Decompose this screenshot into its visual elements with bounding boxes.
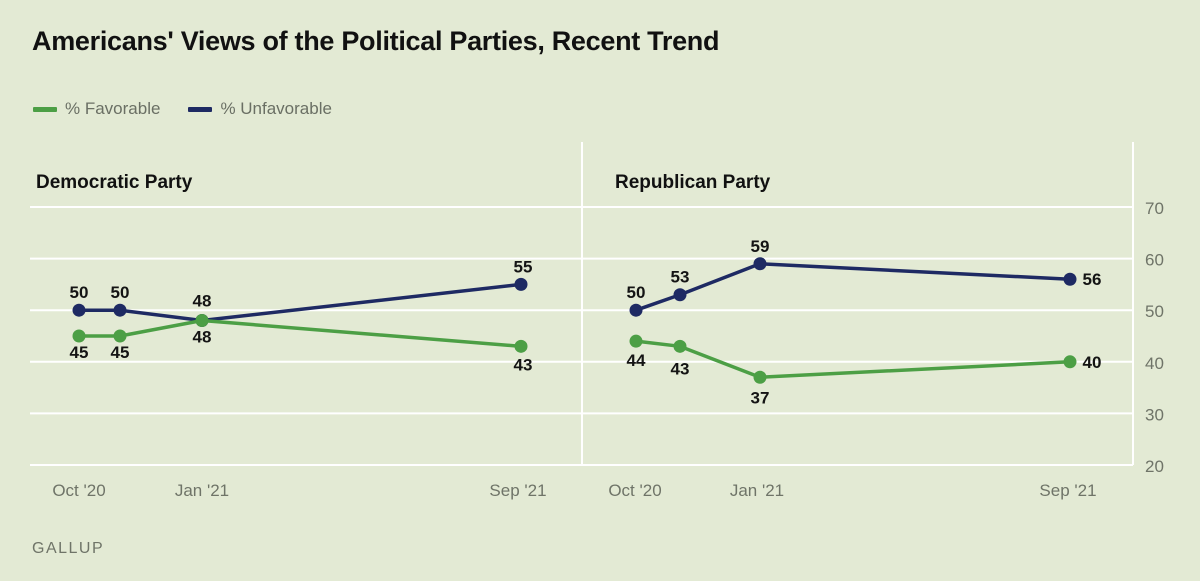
- data-label: 56: [1083, 270, 1102, 289]
- data-point: [72, 329, 86, 343]
- data-label: 48: [193, 328, 212, 347]
- y-tick-50: 50: [1145, 302, 1164, 321]
- series-line-unfavorable: [79, 282, 522, 323]
- data-point: [1063, 355, 1077, 369]
- legend-label-unfavorable: % Unfavorable: [220, 99, 332, 118]
- data-label: 45: [111, 343, 130, 362]
- data-point: [195, 314, 209, 328]
- data-label: 44: [627, 351, 646, 370]
- x-tick-label: Jan '21: [175, 481, 229, 500]
- y-tick-70: 70: [1145, 199, 1164, 218]
- data-label: 43: [671, 359, 690, 378]
- legend-swatch-unfavorable: [188, 106, 213, 112]
- data-point: [1063, 272, 1077, 286]
- data-point: [673, 339, 687, 353]
- data-point: [113, 303, 127, 317]
- data-label: 40: [1083, 353, 1102, 372]
- y-tick-30: 30: [1145, 405, 1164, 424]
- legend-swatch-favorable: [33, 106, 57, 112]
- data-label: 59: [751, 237, 770, 256]
- x-tick-label: Oct '20: [52, 481, 105, 500]
- panel-title-0: Democratic Party: [36, 172, 193, 193]
- series-line-favorable: [79, 318, 522, 349]
- data-point: [113, 329, 127, 343]
- data-point: [753, 257, 767, 271]
- data-label: 45: [70, 343, 89, 362]
- data-label: 48: [193, 292, 212, 311]
- data-point: [72, 303, 86, 317]
- x-tick-label: Jan '21: [730, 481, 784, 500]
- data-label: 55: [514, 257, 533, 276]
- series-line-favorable: [635, 339, 1071, 380]
- series-line-unfavorable: [635, 262, 1071, 312]
- source-label: GALLUP: [32, 540, 105, 557]
- data-point: [629, 303, 643, 317]
- data-label: 37: [751, 388, 770, 407]
- data-point: [753, 370, 767, 384]
- y-tick-20: 20: [1145, 457, 1164, 476]
- panel-title-1: Republican Party: [615, 172, 771, 193]
- data-point: [514, 277, 528, 291]
- x-tick-label: Sep '21: [489, 481, 546, 500]
- legend-item-favorable: % Favorable: [33, 99, 160, 119]
- data-point: [629, 334, 643, 348]
- data-label: 53: [671, 268, 690, 287]
- data-point: [514, 339, 528, 353]
- x-tick-label: Sep '21: [1039, 481, 1096, 500]
- x-tick-label: Oct '20: [608, 481, 661, 500]
- legend: % Favorable % Unfavorable: [33, 99, 332, 119]
- y-tick-60: 60: [1145, 251, 1164, 270]
- data-label: 50: [627, 283, 646, 302]
- legend-item-unfavorable: % Unfavorable: [188, 99, 332, 119]
- chart-title: Americans' Views of the Political Partie…: [32, 26, 720, 56]
- legend-label-favorable: % Favorable: [65, 99, 161, 118]
- data-point: [673, 288, 687, 302]
- data-label: 50: [70, 283, 89, 302]
- data-label: 50: [111, 283, 130, 302]
- y-tick-40: 40: [1145, 354, 1164, 373]
- data-label: 43: [514, 355, 533, 374]
